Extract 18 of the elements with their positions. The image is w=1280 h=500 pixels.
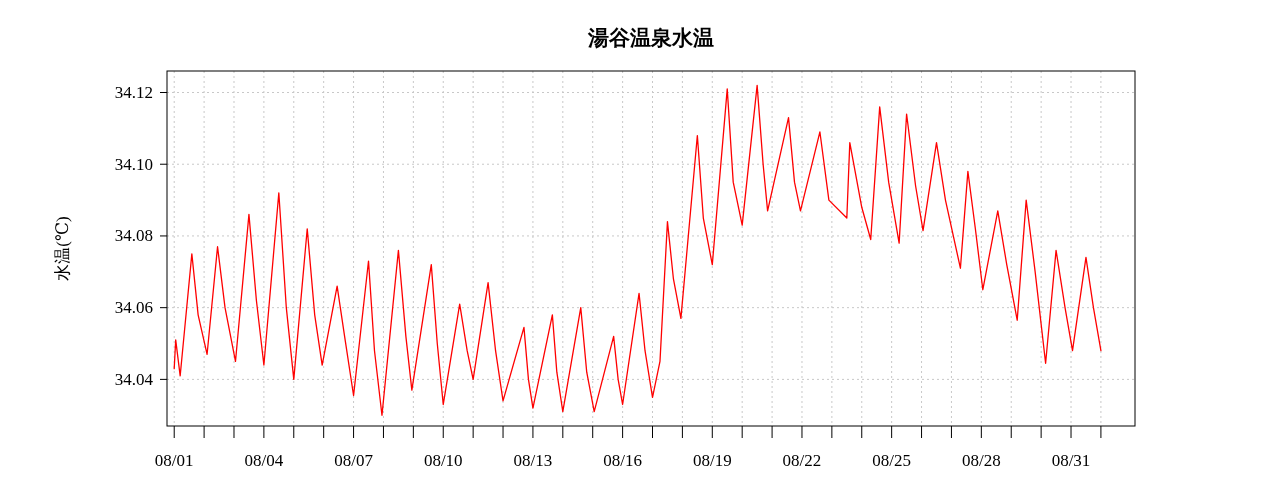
y-tick-label: 34.04: [114, 369, 154, 389]
x-tick-label: 08/28: [961, 451, 1001, 470]
x-tick-label: 08/01: [154, 451, 194, 470]
y-tick-label: 34.08: [114, 226, 153, 246]
x-tick-label: 08/16: [603, 451, 642, 470]
x-tick-label: 08/25: [872, 451, 912, 470]
x-tick-label: 08/19: [692, 451, 732, 470]
y-axis-title: 水温(℃): [53, 216, 72, 281]
x-tick-label: 08/22: [782, 451, 822, 470]
chart-title: 湯谷温泉水温: [587, 26, 714, 50]
y-tick-label: 34.10: [114, 154, 153, 174]
x-tick-label: 08/31: [1051, 451, 1091, 470]
y-tick-label: 34.12: [114, 83, 153, 103]
x-tick-label: 08/13: [513, 451, 553, 470]
x-tick-label: 08/04: [244, 451, 284, 470]
y-tick-label: 34.06: [114, 298, 153, 318]
x-tick-label: 08/07: [334, 451, 374, 470]
x-tick-label: 08/10: [423, 451, 463, 470]
